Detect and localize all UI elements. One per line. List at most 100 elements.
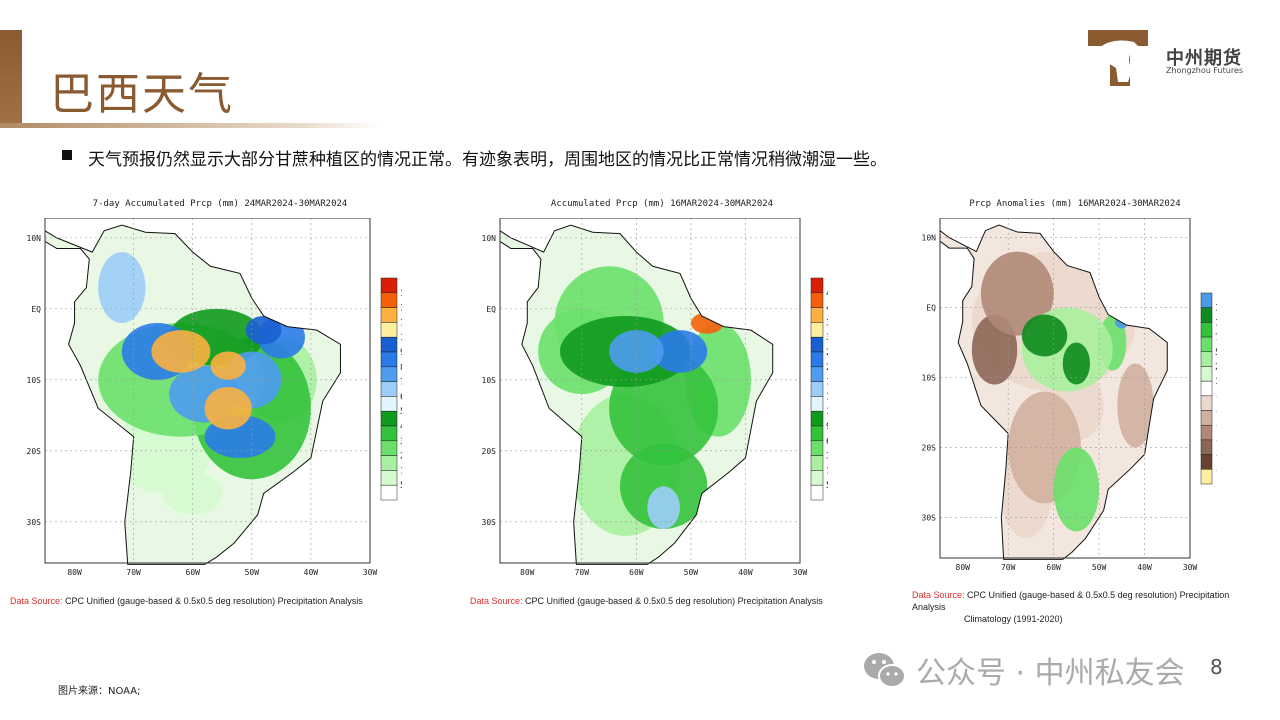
colorbar-label: -150 bbox=[1215, 465, 1217, 475]
map-title: Accumulated Prcp (mm) 16MAR2024-30MAR202… bbox=[550, 199, 774, 209]
data-source-label: Data Source: bbox=[912, 590, 965, 600]
map-title: 7-day Accumulated Prcp (mm) 24MAR2024-30… bbox=[92, 199, 348, 209]
lon-label: 70W bbox=[575, 568, 590, 577]
colorbar-swatch bbox=[1200, 410, 1213, 426]
lon-label: 30W bbox=[1183, 563, 1198, 572]
lat-label: 10S bbox=[922, 374, 937, 383]
coastline bbox=[939, 224, 1168, 560]
colorbar-label: 35 bbox=[400, 437, 402, 447]
colorbar-swatch bbox=[380, 440, 398, 456]
data-source-text: CPC Unified (gauge-based & 0.5x0.5 deg r… bbox=[65, 596, 363, 606]
lon-label: 80W bbox=[520, 568, 535, 577]
lat-label: EQ bbox=[31, 305, 41, 314]
colorbar-label: 15 bbox=[1215, 377, 1217, 387]
climatology-note: Climatology (1991-2020) bbox=[964, 614, 1063, 624]
colorbar-label: 200 bbox=[826, 363, 828, 373]
colorbar-swatch bbox=[810, 366, 824, 382]
precip-field bbox=[940, 224, 1168, 558]
colorbar-swatch bbox=[1200, 395, 1213, 411]
lat-label: 20S bbox=[922, 443, 937, 452]
colorbar-swatch bbox=[810, 381, 824, 397]
logo-text-cn: 中州期货 bbox=[1166, 48, 1242, 69]
colorbar-swatch bbox=[1200, 366, 1213, 382]
coastline bbox=[499, 224, 774, 565]
colorbar-swatch bbox=[380, 351, 398, 368]
colorbar-label: 170 bbox=[826, 378, 828, 388]
data-source-label: Data Source: bbox=[10, 596, 63, 606]
colorbar-swatch bbox=[810, 470, 824, 486]
colorbar-label: 120 bbox=[826, 407, 828, 417]
lon-label: 70W bbox=[1001, 563, 1016, 572]
colorbar-swatch bbox=[380, 455, 398, 471]
colorbar-label: 105 bbox=[400, 333, 402, 343]
lat-label: 10N bbox=[482, 234, 497, 243]
map-frame bbox=[44, 218, 371, 564]
colorbar-swatch bbox=[1200, 307, 1213, 323]
colorbar-swatch bbox=[380, 381, 398, 397]
colorbar-swatch bbox=[1200, 439, 1213, 455]
colorbar-swatch bbox=[810, 322, 824, 338]
colorbar-swatch bbox=[810, 336, 824, 353]
colorbar-swatch bbox=[810, 484, 824, 501]
watermark-text: 公众号 · 中州私友会 bbox=[916, 656, 1185, 691]
colorbar-label: -15 bbox=[1215, 392, 1217, 402]
colorbar-label: 250 bbox=[826, 348, 828, 358]
colorbar-swatch bbox=[380, 396, 398, 412]
colorbar-label: 100 bbox=[1215, 318, 1217, 328]
lon-label: 80W bbox=[956, 563, 971, 572]
colorbar-swatch bbox=[810, 410, 824, 427]
lat-label: 30S bbox=[922, 513, 937, 522]
lon-label: 80W bbox=[67, 568, 82, 577]
lon-label: 60W bbox=[186, 568, 201, 577]
precip-map-1: 10N EQ 10S 20S 30S 80W 70W 60W 50W 40W 30W 135 125 11… bbox=[27, 218, 402, 577]
lat-label: EQ bbox=[486, 305, 496, 314]
colorbar-swatch bbox=[380, 307, 398, 323]
colorbar-label: 30 bbox=[826, 452, 828, 462]
colorbar-swatch bbox=[380, 292, 398, 308]
colorbar-swatch bbox=[380, 470, 398, 486]
colorbar-swatch bbox=[810, 307, 824, 323]
colorbar-swatch bbox=[1200, 380, 1213, 397]
data-source-text: CPC Unified (gauge-based & 0.5x0.5 deg r… bbox=[912, 590, 1230, 612]
colorbar-label: 45 bbox=[400, 422, 402, 432]
colorbar-label: 25 bbox=[1215, 362, 1217, 372]
bullet-marker bbox=[62, 150, 72, 160]
colorbar-swatch bbox=[1200, 351, 1213, 367]
header-accent-bar bbox=[0, 30, 22, 126]
lat-label: 10N bbox=[27, 234, 42, 243]
colorbar-swatch bbox=[1200, 292, 1213, 308]
lon-label: 70W bbox=[126, 568, 141, 577]
lon-label: 30W bbox=[363, 568, 378, 577]
coastline bbox=[44, 224, 341, 565]
colorbar-label: 350 bbox=[826, 318, 828, 328]
colorbar-swatch bbox=[1200, 336, 1213, 353]
colorbar-label: 125 bbox=[400, 304, 402, 314]
precip-map-3: 10N EQ 10S 20S 30S 80W 70W 60W 50W 40W 30W 150 100 75… bbox=[922, 218, 1217, 572]
colorbar-swatch bbox=[380, 425, 398, 442]
colorbar-label: 50 bbox=[1215, 348, 1217, 358]
colorbar-label: 5 bbox=[400, 481, 402, 491]
colorbar-swatch bbox=[810, 351, 824, 368]
colorbar-swatch bbox=[1200, 469, 1213, 485]
lon-label: 40W bbox=[738, 568, 753, 577]
colorbar-label: 95 bbox=[400, 348, 402, 358]
colorbar-label: 5 bbox=[826, 481, 828, 491]
colorbar-swatch bbox=[380, 322, 398, 338]
colorbar-swatch bbox=[810, 277, 824, 294]
colorbar-swatch bbox=[810, 396, 824, 412]
colorbar-swatch bbox=[810, 440, 824, 456]
colorbar-label: 25 bbox=[400, 452, 402, 462]
colorbar-swatch bbox=[380, 366, 398, 382]
colorbar-label: 90 bbox=[826, 422, 828, 432]
colorbar-swatch bbox=[380, 484, 398, 501]
colorbar-label: 150 bbox=[826, 392, 828, 402]
colorbar-swatch bbox=[810, 455, 824, 471]
colorbar-swatch bbox=[810, 292, 824, 308]
colorbar-swatch bbox=[1200, 424, 1213, 441]
colorbar-label: 75 bbox=[400, 378, 402, 388]
watermark: 公众号 · 中州私友会 bbox=[862, 648, 1185, 692]
colorbar-label: -50 bbox=[1215, 421, 1217, 431]
colorbar-label: 15 bbox=[400, 466, 402, 476]
bullet-text: 天气预报仍然显示大部分甘蔗种植区的情况正常。有迹象表明，周围地区的情况比正常情况… bbox=[88, 150, 887, 170]
colorbar-swatch bbox=[810, 425, 824, 442]
